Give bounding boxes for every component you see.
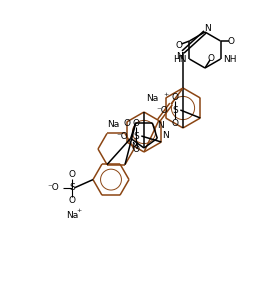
Text: N: N	[157, 121, 163, 130]
Text: +: +	[76, 208, 81, 213]
Text: O: O	[68, 170, 75, 179]
Text: ⁻O: ⁻O	[47, 183, 59, 192]
Text: O: O	[171, 118, 178, 128]
Text: Na: Na	[146, 94, 158, 102]
Text: O: O	[68, 196, 75, 205]
Text: Na: Na	[66, 211, 78, 220]
Text: ⁻O: ⁻O	[156, 105, 168, 115]
Text: O: O	[226, 36, 233, 45]
Text: HN: HN	[172, 55, 186, 64]
Text: O: O	[207, 54, 214, 62]
Text: S: S	[172, 105, 178, 115]
Text: NH: NH	[223, 55, 236, 64]
Text: O: O	[171, 92, 178, 102]
Text: O: O	[123, 118, 130, 128]
Text: N: N	[204, 24, 211, 32]
Text: N: N	[131, 142, 137, 151]
Text: O: O	[132, 118, 139, 128]
Text: Na: Na	[107, 119, 119, 128]
Text: N: N	[162, 131, 168, 140]
Text: O: O	[175, 41, 182, 49]
Text: ⁻O: ⁻O	[116, 132, 128, 141]
Text: S: S	[133, 132, 139, 141]
Text: N: N	[176, 52, 183, 61]
Text: S: S	[69, 183, 75, 192]
Text: O: O	[132, 145, 139, 154]
Text: +: +	[163, 92, 168, 97]
